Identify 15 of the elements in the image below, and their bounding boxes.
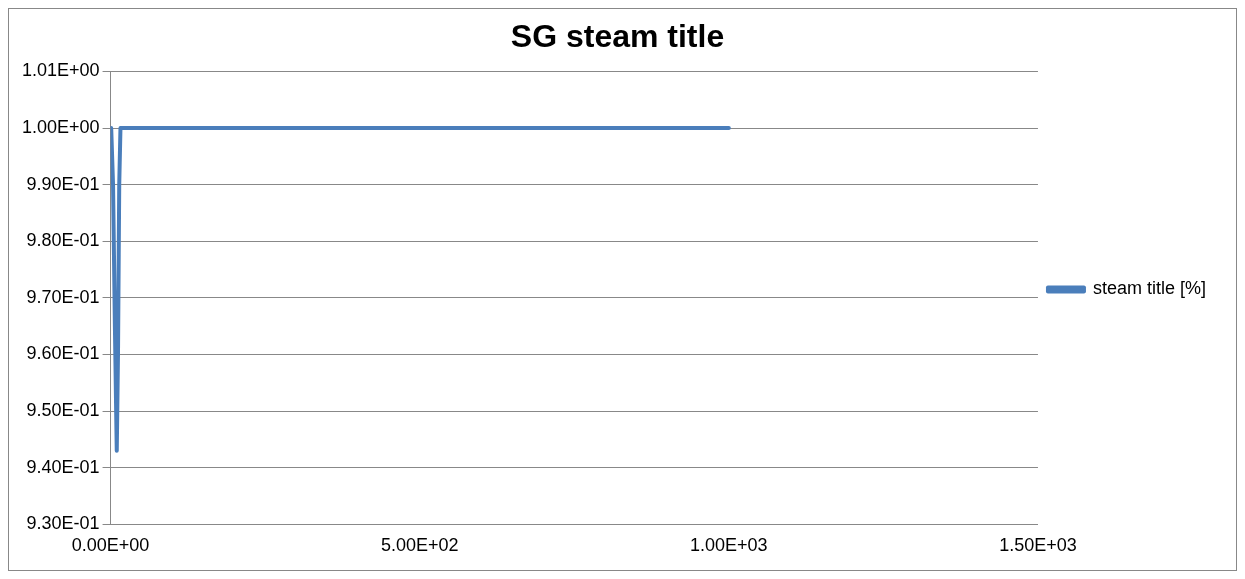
y-tick-label: 9.30E-01 [26, 513, 100, 534]
y-tick-label: 1.00E+00 [21, 116, 100, 137]
chart-title: SG steam title [510, 18, 725, 55]
y-tick-label: 9.90E-01 [26, 173, 100, 194]
y-tick-label: 9.50E-01 [26, 400, 100, 421]
legend-label: steam title [%] [1092, 278, 1207, 299]
x-tick-label: 1.00E+03 [690, 535, 768, 556]
x-tick-label: 5.00E+02 [380, 535, 459, 556]
y-tick-label: 1.01E+00 [21, 60, 100, 81]
x-tick-label: 0.00E+00 [71, 535, 150, 556]
y-tick-label: 9.80E-01 [26, 230, 100, 251]
x-tick-label: 1.50E+03 [999, 535, 1077, 556]
y-tick-label: 9.70E-01 [26, 286, 100, 307]
y-tick-label: 9.40E-01 [26, 456, 100, 477]
y-tick-label: 9.60E-01 [26, 343, 100, 364]
